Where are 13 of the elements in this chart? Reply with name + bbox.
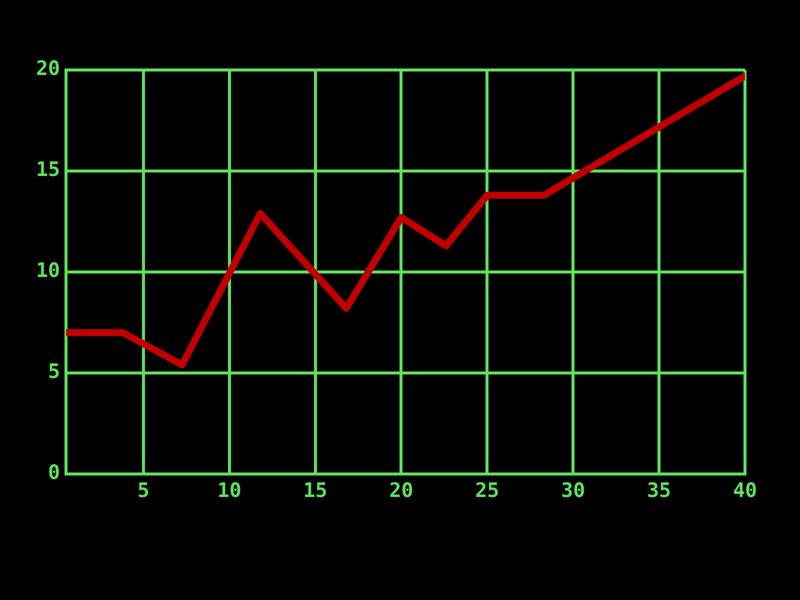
y-tick-label: 15 bbox=[36, 157, 60, 182]
x-tick-label: 30 bbox=[561, 478, 586, 502]
y-tick-label: 0 bbox=[48, 460, 60, 484]
y-tick-label: 5 bbox=[48, 359, 60, 384]
y-tick-label: 10 bbox=[36, 258, 60, 282]
y-tick-label: 20 bbox=[36, 56, 60, 80]
x-tick-label: 20 bbox=[389, 478, 414, 502]
x-tick-label: 40 bbox=[732, 478, 758, 502]
x-tick-label: 5 bbox=[137, 478, 150, 502]
x-tick-label: 25 bbox=[475, 478, 500, 502]
x-tick-label: 35 bbox=[647, 478, 672, 502]
x-tick-label: 10 bbox=[217, 478, 242, 502]
x-tick-label: 15 bbox=[303, 478, 328, 502]
